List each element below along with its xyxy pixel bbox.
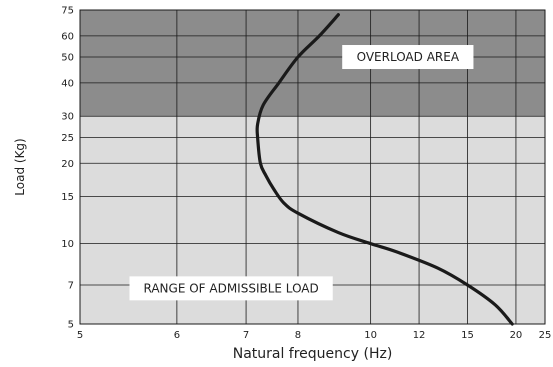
y-tick-label: 40 — [61, 78, 74, 89]
y-tick-label: 75 — [61, 6, 74, 17]
admissible-load-label: RANGE OF ADMISSIBLE LOAD — [129, 276, 333, 301]
x-tick-label: 5 — [77, 330, 83, 341]
y-tick-label: 5 — [68, 320, 74, 331]
y-tick-label: 30 — [61, 112, 74, 123]
y-tick-label: 7 — [68, 280, 74, 291]
x-tick-label: 8 — [295, 330, 301, 341]
y-tick-label: 20 — [61, 159, 74, 170]
x-tick-label: 20 — [510, 330, 523, 341]
x-tick-label: 12 — [413, 330, 426, 341]
x-tick-label: 15 — [461, 330, 474, 341]
x-axis-title: Natural frequency (Hz) — [233, 346, 393, 362]
y-tick-label: 25 — [61, 133, 74, 144]
overload-area-label-box — [342, 45, 474, 70]
y-tick-label: 10 — [61, 239, 74, 250]
y-tick-label: 60 — [61, 31, 74, 42]
admissible-load-label-box — [129, 276, 333, 301]
y-tick-label: 50 — [61, 53, 74, 64]
x-tick-label: 6 — [174, 330, 180, 341]
x-tick-label: 25 — [539, 330, 552, 341]
y-axis-title: Load (Kg) — [13, 138, 27, 195]
y-tick-label: 15 — [61, 192, 74, 203]
x-tick-label: 10 — [364, 330, 377, 341]
overload-area — [80, 10, 545, 117]
plot-border — [79, 9, 546, 325]
x-tick-label: 7 — [243, 330, 249, 341]
overload-area-label: OVERLOAD AREA — [342, 45, 474, 70]
frequency-load-curve — [255, 13, 514, 326]
admissible-load-label-text: RANGE OF ADMISSIBLE LOAD — [143, 281, 318, 295]
overload-area-label-text: OVERLOAD AREA — [357, 50, 460, 64]
